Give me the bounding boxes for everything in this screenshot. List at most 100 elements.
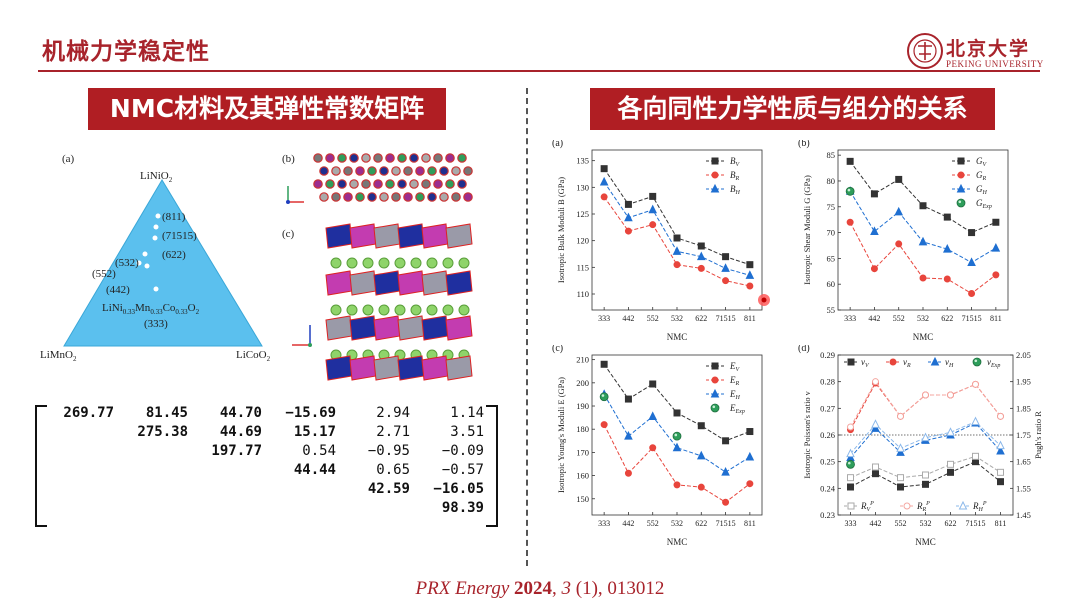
point-label-71515: (71515): [162, 230, 197, 242]
data-point: [967, 257, 976, 267]
data-point: [673, 234, 681, 242]
data-point: [710, 183, 720, 193]
x-tick-label: 532: [917, 314, 929, 323]
point-442: [144, 263, 150, 269]
data-point: [746, 261, 754, 269]
matrix-cell: 275.38: [137, 424, 188, 440]
point-811: [155, 213, 161, 219]
data-point: [972, 357, 982, 367]
x-tick-label: 552: [893, 314, 905, 323]
atom: [415, 192, 425, 202]
li-atom: [426, 257, 438, 269]
data-point: [996, 440, 1005, 450]
octahedron: [325, 223, 353, 249]
panel-label: (b): [798, 140, 810, 149]
data-point: [846, 218, 854, 226]
y2-tick-label: 1.75: [1016, 430, 1031, 440]
data-point: [971, 416, 980, 426]
li-atom: [346, 304, 358, 316]
y-tick-label: 115: [577, 262, 589, 272]
data-point: [600, 193, 608, 201]
legend-label: BR: [730, 170, 740, 182]
series-ν_R: [847, 379, 1004, 434]
octahedron: [325, 315, 353, 341]
data-point: [697, 264, 705, 272]
atom: [331, 166, 341, 176]
legend-label: EH: [729, 389, 741, 401]
atom: [361, 179, 371, 189]
y-tick-label: 190: [576, 401, 589, 411]
legend-label: EV: [729, 361, 741, 373]
x-tick-label: 622: [945, 519, 957, 528]
legend-label: GExp: [976, 198, 992, 210]
octahedron: [397, 223, 425, 249]
y-axis-label: Isotropic Young's Moduli E (GPa): [556, 377, 566, 493]
atom: [313, 179, 323, 189]
data-point: [997, 478, 1004, 486]
data-point: [947, 391, 954, 399]
x-axis-label: NMC: [667, 332, 688, 340]
panel-label: (c): [552, 345, 563, 354]
y-tick-label: 80: [827, 176, 836, 186]
right-section-banner: 各向同性力学性质与组分的关系: [590, 88, 995, 130]
octahedron: [421, 315, 449, 341]
atom: [427, 192, 437, 202]
series-E_R: [600, 421, 754, 506]
data-point: [957, 171, 965, 179]
atom: [439, 166, 449, 176]
octahedron: [421, 355, 449, 381]
data-point: [956, 198, 966, 208]
atom: [397, 179, 407, 189]
octahedron: [325, 270, 353, 296]
data-point: [721, 263, 730, 272]
page-title: 机械力学稳定性: [42, 39, 210, 65]
y-tick-label: 0.25: [820, 457, 835, 467]
li-atom: [330, 257, 342, 269]
chart-young-moduli: (c) 150 160 170 180 190 200 210 333 442 552 532 622 7…: [552, 345, 763, 547]
point-label-333: (333): [144, 318, 168, 330]
y-tick-label: 110: [577, 289, 589, 299]
data-point: [847, 474, 854, 482]
y-tick-label: 60: [827, 279, 836, 289]
octahedron: [421, 270, 449, 296]
data-point: [847, 483, 854, 491]
octahedron: [349, 223, 377, 249]
li-atom: [378, 304, 390, 316]
data-point: [711, 362, 719, 370]
legend-label: RVP: [860, 501, 874, 513]
legend-label: BH: [730, 184, 741, 196]
atom: [337, 153, 347, 163]
x-tick-label: 442: [870, 519, 882, 528]
matrix-cell: 44.70: [219, 405, 262, 421]
data-point: [710, 403, 720, 413]
ternary-triangle: [63, 179, 263, 347]
matrix-cell: 15.17: [293, 424, 336, 440]
li-atom: [458, 257, 470, 269]
atom: [463, 192, 473, 202]
series-line: [850, 380, 1001, 428]
x-tick-label: 71515: [716, 314, 736, 323]
data-point-highlight: [974, 359, 978, 363]
series-E_H: [599, 389, 755, 476]
li-atom: [410, 257, 422, 269]
series-E_V: [600, 360, 754, 445]
y-tick-label: 0.29: [820, 350, 835, 360]
data-point: [722, 277, 730, 285]
data-point: [997, 468, 1004, 476]
atom: [367, 192, 377, 202]
data-point: [894, 206, 904, 216]
ternary-diagram: [63, 179, 263, 347]
data-point: [957, 157, 965, 165]
series-E_Exp: [599, 392, 682, 441]
atom: [373, 153, 383, 163]
li-atom: [442, 257, 454, 269]
li-atom: [410, 304, 422, 316]
data-point: [600, 165, 608, 173]
li-atom: [362, 304, 374, 316]
y-tick-label: 135: [576, 156, 589, 166]
data-point: [996, 445, 1005, 455]
formula-label: LiNi0.33Mn0.33Co0.33O2: [102, 302, 200, 317]
data-point: [870, 226, 879, 236]
data-point: [896, 443, 905, 452]
data-point: [696, 251, 706, 261]
